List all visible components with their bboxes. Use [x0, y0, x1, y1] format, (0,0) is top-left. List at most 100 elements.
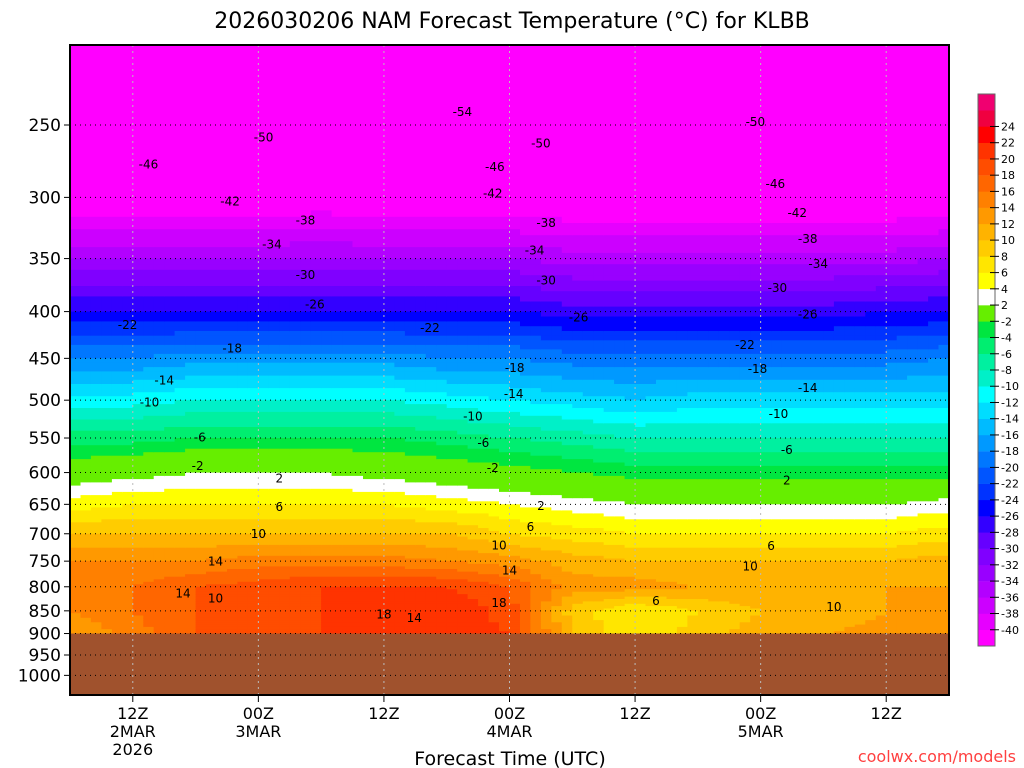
- temperature-cell: [342, 427, 354, 432]
- temperature-cell: [206, 229, 218, 236]
- temperature-cell: [90, 384, 102, 389]
- temperature-cell: [90, 247, 102, 254]
- temperature-cell: [247, 100, 259, 110]
- temperature-cell: [216, 396, 228, 401]
- temperature-cell: [195, 296, 207, 303]
- temperature-cell: [352, 615, 364, 619]
- temperature-cell: [331, 479, 343, 483]
- temperature-cell: [415, 445, 427, 450]
- temperature-cell: [404, 269, 416, 276]
- temperature-cell: [70, 140, 82, 149]
- temperature-cell: [185, 55, 197, 66]
- temperature-cell: [363, 311, 375, 318]
- temperature-cell: [195, 100, 207, 110]
- temperature-cell: [310, 507, 322, 511]
- temperature-cell: [436, 46, 448, 57]
- temperature-cell: [289, 622, 301, 626]
- temperature-cell: [153, 510, 165, 514]
- temperature-cell: [174, 533, 186, 538]
- temperature-cell: [383, 528, 395, 532]
- temperature-cell: [153, 74, 165, 84]
- temperature-cell: [101, 321, 113, 327]
- temperature-cell: [153, 542, 165, 546]
- temperature-cell: [132, 349, 144, 355]
- temperature-cell: [174, 438, 186, 443]
- temperature-cell: [153, 55, 165, 66]
- temperature-cell: [216, 539, 228, 543]
- temperature-cell: [279, 349, 291, 355]
- temperature-cell: [404, 603, 416, 607]
- temperature-cell: [227, 223, 239, 230]
- temperature-cell: [153, 392, 165, 397]
- temperature-cell: [331, 596, 343, 600]
- temperature-cell: [216, 485, 228, 490]
- temperature-cell: [300, 108, 312, 118]
- temperature-cell: [300, 613, 312, 617]
- temperature-cell: [80, 326, 92, 332]
- temperature-cell: [70, 326, 82, 332]
- temperature-cell: [383, 571, 395, 575]
- temperature-cell: [373, 539, 385, 543]
- temperature-cell: [185, 584, 197, 588]
- temperature-cell: [373, 569, 385, 573]
- temperature-cell: [122, 258, 134, 265]
- temperature-cell: [436, 396, 448, 401]
- temperature-cell: [352, 427, 364, 432]
- temperature-cell: [174, 504, 186, 508]
- temperature-cell: [90, 603, 102, 607]
- temperature-cell: [132, 264, 144, 271]
- temperature-cell: [300, 617, 312, 621]
- temperature-cell: [404, 427, 416, 432]
- temperature-cell: [258, 441, 270, 446]
- temperature-cell: [289, 183, 301, 192]
- temperature-cell: [164, 269, 176, 276]
- temperature-cell: [70, 586, 82, 590]
- temperature-cell: [321, 491, 333, 496]
- temperature-cell: [111, 475, 123, 480]
- temperature-cell: [164, 197, 176, 205]
- temperature-cell: [132, 229, 144, 236]
- temperature-cell: [70, 335, 82, 341]
- temperature-cell: [111, 455, 123, 460]
- temperature-cell: [415, 155, 427, 164]
- temperature-cell: [310, 335, 322, 341]
- temperature-cell: [279, 561, 291, 565]
- temperature-cell: [247, 132, 259, 142]
- temperature-cell: [436, 140, 448, 149]
- temperature-cell: [206, 610, 218, 614]
- temperature-cell: [289, 610, 301, 614]
- temperature-cell: [258, 264, 270, 271]
- temperature-cell: [80, 411, 92, 417]
- temperature-cell: [185, 353, 197, 359]
- temperature-cell: [268, 427, 280, 432]
- temperature-cell: [258, 516, 270, 520]
- temperature-cell: [174, 498, 186, 502]
- temperature-cell: [331, 485, 343, 490]
- temperature-cell: [122, 631, 134, 635]
- temperature-cell: [247, 608, 259, 612]
- temperature-cell: [352, 574, 364, 578]
- temperature-cell: [363, 469, 375, 474]
- temperature-cell: [153, 547, 165, 551]
- temperature-cell: [404, 311, 416, 318]
- temperature-cell: [153, 558, 165, 562]
- temperature-cell: [310, 229, 322, 236]
- temperature-cell: [373, 498, 385, 502]
- temperature-cell: [373, 501, 385, 505]
- temperature-cell: [279, 210, 291, 218]
- temperature-cell: [237, 501, 249, 505]
- temperature-cell: [363, 331, 375, 337]
- temperature-cell: [216, 344, 228, 350]
- temperature-cell: [247, 584, 259, 588]
- temperature-cell: [90, 269, 102, 276]
- temperature-cell: [153, 252, 165, 260]
- temperature-cell: [206, 586, 218, 590]
- temperature-cell: [216, 603, 228, 607]
- temperature-cell: [185, 533, 197, 538]
- temperature-cell: [436, 280, 448, 287]
- temperature-cell: [258, 321, 270, 327]
- temperature-cell: [258, 125, 270, 134]
- temperature-cell: [153, 148, 165, 157]
- temperature-cell: [310, 132, 322, 142]
- temperature-cell: [394, 108, 406, 118]
